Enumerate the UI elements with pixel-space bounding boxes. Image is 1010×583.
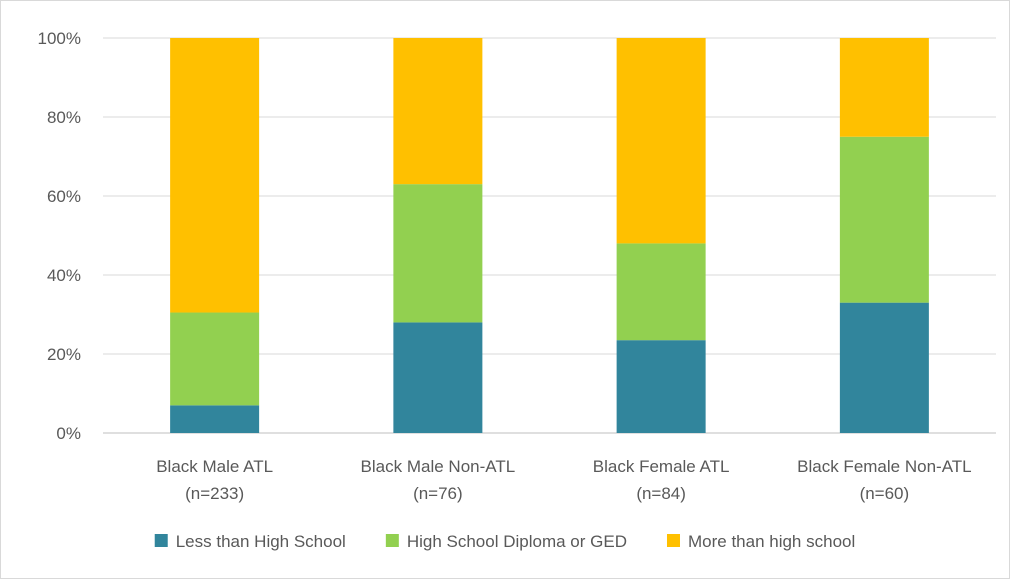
bar-segment-2-category-1 — [170, 312, 260, 406]
bar-segment-1-category-1 — [170, 405, 260, 433]
y-axis-tick-labels: 0% 20% 40% 60% 80% 100% — [38, 29, 81, 443]
y-tick-label: 0% — [56, 424, 81, 443]
legend-item: Less than High School — [154, 532, 346, 551]
y-tick-label: 40% — [47, 266, 81, 285]
x-category-label: Black Male ATL — [156, 457, 273, 476]
y-tick-label: 80% — [47, 108, 81, 127]
bar-segment-3-category-4 — [839, 38, 929, 137]
bars — [170, 38, 929, 433]
x-category-label: Black Male Non-ATL — [361, 457, 516, 476]
legend-swatch — [666, 534, 680, 547]
bar-segment-1-category-3 — [616, 340, 706, 433]
legend-label: High School Diploma or GED — [407, 532, 627, 551]
x-axis-category-labels: Black Male ATL (n=233) Black Male Non-ATL (… — [156, 457, 971, 503]
legend-label: More than high school — [688, 532, 855, 551]
legend-swatch — [385, 534, 399, 547]
legend-item: High School Diploma or GED — [385, 532, 627, 551]
legend-label: Less than High School — [176, 532, 346, 551]
bar-segment-2-category-4 — [839, 136, 929, 303]
bar-segment-3-category-1 — [170, 38, 260, 313]
x-category-label: (n=233) — [185, 484, 244, 503]
bar-segment-1-category-4 — [839, 302, 929, 433]
x-category-label: Black Female Non-ATL — [797, 457, 971, 476]
bar-segment-3-category-2 — [393, 38, 483, 185]
bar-segment-1-category-2 — [393, 322, 483, 433]
y-tick-label: 100% — [38, 29, 81, 48]
legend-item: More than high school — [666, 532, 855, 551]
bar-segment-2-category-2 — [393, 184, 483, 323]
y-tick-label: 20% — [47, 345, 81, 364]
x-category-label: Black Female ATL — [593, 457, 730, 476]
x-category-label: (n=60) — [860, 484, 910, 503]
x-category-label: (n=76) — [413, 484, 463, 503]
y-tick-label: 60% — [47, 187, 81, 206]
x-category-label: (n=84) — [636, 484, 686, 503]
bar-segment-2-category-3 — [616, 243, 706, 341]
legend: Less than High School High School Diploma… — [154, 532, 855, 551]
legend-swatch — [154, 534, 168, 547]
bar-segment-3-category-3 — [616, 38, 706, 244]
